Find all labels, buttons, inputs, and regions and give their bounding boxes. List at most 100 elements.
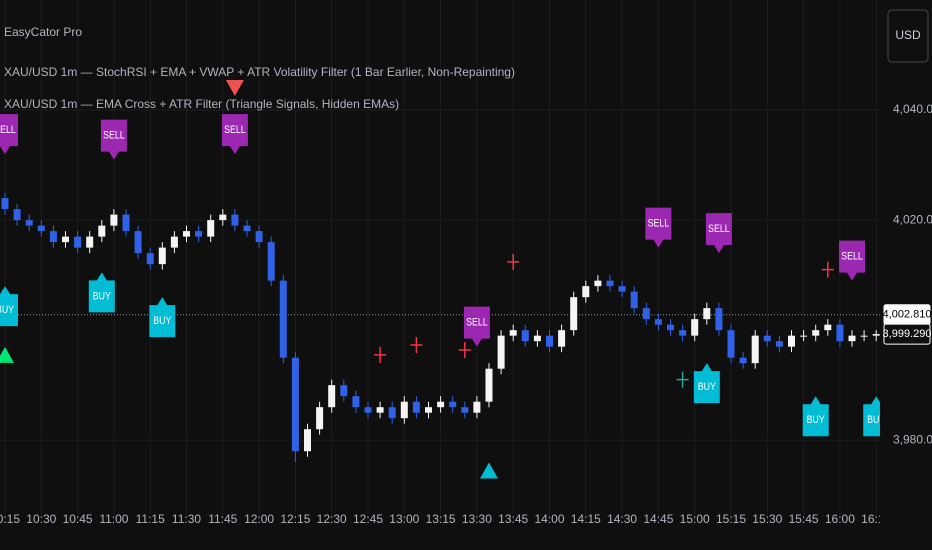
candle-body (110, 214, 118, 226)
candle-body (860, 335, 868, 337)
candle-body (848, 335, 856, 342)
candle-body (316, 407, 324, 430)
signal-box (463, 306, 490, 347)
signal-cross (374, 346, 387, 363)
candle-body (606, 280, 614, 287)
signal-label: BUY (153, 315, 171, 327)
x-tick-label: 11:45 (208, 512, 237, 526)
x-tick-label: 14:00 (534, 512, 564, 526)
candle-body (25, 220, 33, 226)
x-tick-label: 12:00 (244, 512, 274, 526)
candle-body (437, 401, 445, 408)
x-tick-label: 13:30 (462, 512, 492, 526)
price-label: 3,999.290 (883, 328, 932, 340)
candle-body (304, 429, 311, 452)
candle-body (739, 357, 747, 364)
x-tick-label: 14:30 (607, 512, 637, 526)
candle-body (158, 247, 166, 265)
candle-body (37, 225, 45, 232)
candle-body (679, 330, 687, 336)
signal-label: SELL (0, 124, 16, 136)
candle-body (642, 308, 650, 320)
signal-label: SELL (224, 124, 246, 136)
y-tick-label: 4,040.000 (893, 102, 932, 116)
signal-label: BUY (698, 381, 716, 393)
candle-body (267, 242, 275, 281)
x-tick-label: 11:30 (172, 512, 201, 526)
x-tick-label: 13:15 (426, 512, 456, 526)
candle-body (243, 225, 251, 232)
candle-body (630, 291, 638, 309)
x-tick-label: 14:15 (571, 512, 601, 526)
x-tick-label: 12:15 (280, 512, 310, 526)
signal-label: SELL (841, 251, 863, 263)
candle-body (86, 236, 94, 248)
candle-body (836, 324, 844, 342)
candle-body (62, 236, 69, 243)
candle-body (74, 236, 82, 248)
candle-body (13, 209, 21, 221)
candle-body (400, 401, 408, 419)
x-tick-label: 10:30 (26, 512, 56, 526)
x-tick-label: 16:00 (825, 512, 855, 526)
signal-triangle (225, 80, 244, 97)
candle-body (255, 231, 263, 243)
candle-body (122, 214, 130, 232)
signal-label: BUY (0, 304, 14, 316)
candle-body (558, 330, 566, 347)
price-label: 4,002.810 (883, 309, 932, 321)
signal-box (0, 286, 18, 327)
candle-body (715, 308, 723, 331)
candle-body (231, 214, 239, 226)
candle-body (727, 330, 735, 358)
signal-triangle (480, 462, 498, 479)
candle-body (98, 225, 106, 237)
candle-body (1, 198, 9, 210)
candle-body (328, 385, 336, 408)
y-tick-label: 4,020.000 (893, 212, 932, 226)
candle-body (667, 324, 674, 331)
signal-box (839, 240, 865, 281)
candle-body (425, 407, 432, 413)
candle-body (654, 319, 662, 325)
candle-body (207, 220, 215, 237)
candle-body (812, 330, 820, 336)
x-tick-label: 11:15 (136, 512, 165, 526)
signal-label: SELL (648, 218, 670, 230)
x-tick-label: 12:30 (317, 512, 347, 526)
signal-box (221, 114, 248, 155)
currency-label: USD (895, 28, 921, 42)
candle-body (618, 286, 626, 292)
candle-body (497, 335, 505, 369)
candle-body (824, 324, 832, 331)
candle-body (219, 214, 227, 221)
signal-cross (821, 261, 834, 278)
candle-body (49, 231, 57, 243)
x-tick-label: 11:00 (99, 512, 128, 526)
candle-body (449, 401, 457, 408)
signal-label: BUY (807, 414, 825, 426)
x-tick-label: 15:30 (752, 512, 782, 526)
signal-cross (507, 253, 520, 270)
signal-box (100, 119, 127, 160)
candle-body (376, 407, 384, 413)
candle-body (485, 368, 493, 402)
candle-body (461, 407, 469, 413)
indicator-title: EasyCator Pro (4, 25, 82, 39)
candle-body (775, 341, 783, 347)
y-tick-label: 3,980.000 (893, 432, 932, 446)
signal-box (149, 297, 176, 338)
currency-button[interactable] (887, 9, 929, 63)
candle-body (546, 335, 553, 347)
plot-area: SELL SELL SELL SELL SELL SELL SELL BUY BUY BUY BUY… (0, 0, 890, 520)
x-tick-label: 15:15 (716, 512, 746, 526)
signal-box (802, 396, 829, 437)
x-tick-label: 12:45 (353, 512, 383, 526)
x-tick-label: 15:45 (789, 512, 819, 526)
candle-body (594, 280, 602, 287)
indicator-name: XAU/USD 1m — EMA Cross + ATR Filter (Tri… (4, 97, 399, 111)
signal-label: SELL (466, 317, 488, 329)
x-tick-label: 10:15 (0, 512, 20, 526)
